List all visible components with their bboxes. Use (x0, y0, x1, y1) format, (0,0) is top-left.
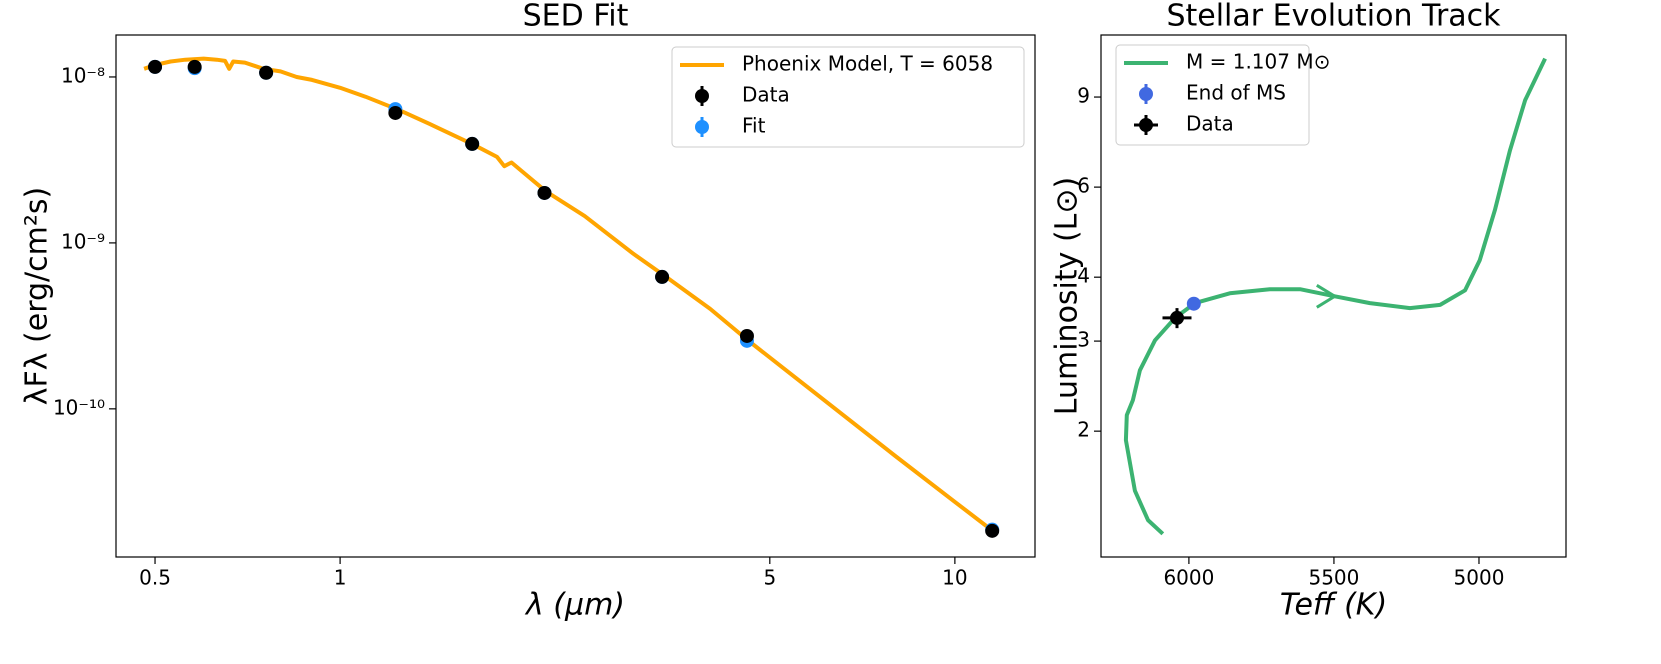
axes-frame (115, 34, 1036, 558)
y-tick-label: 4 (1077, 264, 1090, 288)
data-point (655, 269, 670, 284)
legend-label: Fit (742, 114, 766, 138)
y-tick-label: 10⁻¹⁰ (53, 395, 105, 419)
y-axis-label: Luminosity (L⊙) (1050, 177, 1085, 415)
legend-box (1115, 44, 1310, 146)
direction-arrow (1316, 284, 1338, 309)
y-tick-label: 10⁻⁹ (61, 229, 105, 253)
y-tick-label: 10⁻⁸ (61, 63, 105, 87)
data-point (148, 59, 163, 74)
data-point (259, 65, 274, 80)
y-tick-label: 6 (1077, 174, 1090, 198)
data-point (739, 328, 754, 343)
legend-label: M = 1.107 M⊙ (1186, 50, 1330, 74)
data-point (985, 523, 1000, 538)
x-tick-label: 10 (942, 566, 967, 590)
x-tick-label: 6000 (1163, 566, 1214, 590)
legend-handle (1139, 118, 1153, 132)
data-point (465, 136, 480, 151)
x-tick-label: 5500 (1308, 566, 1359, 590)
data-point (187, 59, 202, 74)
x-tick-label: 5000 (1454, 566, 1505, 590)
legend-label: End of MS (1186, 81, 1286, 105)
y-tick-label: 2 (1077, 418, 1090, 442)
legend-box (671, 46, 1025, 148)
data-point (537, 185, 552, 200)
legend-label: Data (1186, 112, 1234, 136)
chart-title: SED Fit (523, 0, 629, 34)
x-axis-label: Teff (K) (1280, 588, 1387, 623)
chart-title: Stellar Evolution Track (1166, 0, 1501, 34)
x-tick-label: 5 (763, 566, 776, 590)
legend-label: Phoenix Model, T = 6058 (742, 52, 993, 76)
x-tick-label: 1 (334, 566, 347, 590)
x-axis-label: λ (μm) (524, 588, 625, 623)
data-point (388, 105, 403, 120)
data-point (1170, 310, 1185, 325)
legend-handle (695, 89, 709, 103)
y-tick-label: 3 (1077, 328, 1090, 352)
y-tick-label: 9 (1077, 84, 1090, 108)
data-point (1186, 296, 1201, 311)
axes-frame (1100, 34, 1567, 558)
legend-handle (1139, 87, 1153, 101)
series-line (1123, 57, 1547, 536)
legend-handle (695, 120, 709, 134)
y-axis-label: λFλ (erg/cm²s) (20, 187, 55, 406)
legend-label: Data (742, 83, 790, 107)
x-tick-label: 0.5 (139, 566, 171, 590)
